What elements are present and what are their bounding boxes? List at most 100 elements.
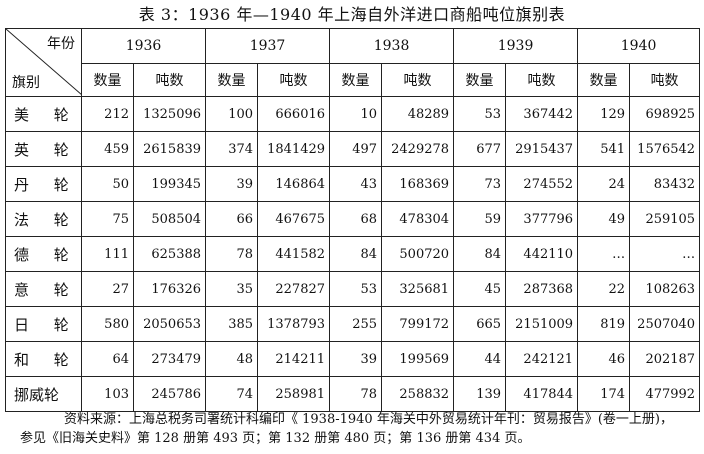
flag-cell: 英 轮 bbox=[5, 131, 82, 167]
tonnage-cell: 442110 bbox=[505, 236, 579, 272]
count-cell: 84 bbox=[329, 236, 383, 272]
tonnage-header: 吨数 bbox=[381, 63, 455, 97]
tonnage-cell: 500720 bbox=[381, 236, 455, 272]
tonnage-cell: 325681 bbox=[381, 271, 455, 307]
count-cell: 43 bbox=[329, 166, 383, 202]
count-header: 数量 bbox=[453, 63, 507, 97]
count-cell: 39 bbox=[329, 341, 383, 377]
tonnage-cell: 1841429 bbox=[257, 131, 331, 167]
count-cell: 459 bbox=[81, 131, 134, 167]
sub-header-row: 数量 吨数 数量 吨数 数量 吨数 数量 吨数 数量 吨数 bbox=[6, 63, 701, 97]
tonnage-cell: 48289 bbox=[381, 96, 455, 132]
count-cell: 78 bbox=[329, 376, 383, 412]
count-cell: 212 bbox=[81, 96, 134, 132]
tonnage-cell: 274552 bbox=[505, 166, 579, 202]
count-cell: 174 bbox=[577, 376, 631, 412]
count-cell: 64 bbox=[81, 341, 134, 377]
count-header: 数量 bbox=[205, 63, 259, 97]
tonnage-cell: 441582 bbox=[257, 236, 331, 272]
count-cell: 100 bbox=[205, 96, 259, 132]
count-cell: 46 bbox=[577, 341, 631, 377]
flag-cell: 法 轮 bbox=[5, 201, 82, 237]
tonnage-header: 吨数 bbox=[505, 63, 579, 97]
tonnage-cell: 202187 bbox=[629, 341, 701, 377]
tonnage-cell: 214211 bbox=[257, 341, 331, 377]
tonnage-header: 吨数 bbox=[132, 63, 207, 97]
corner-year-label: 年份 bbox=[47, 36, 75, 52]
count-cell: … bbox=[577, 236, 631, 272]
table-row: 美 轮 212 1325096 100 666016 10 48289 53 367442 129… bbox=[5, 96, 701, 132]
tonnage-cell: 367442 bbox=[505, 96, 579, 132]
table-row: 法 轮 75 508504 66 467675 68 478304 59 377796 49 259… bbox=[5, 201, 701, 237]
flag-cell: 美 轮 bbox=[5, 96, 82, 132]
table-row: 英 轮 459 2615839 374 1841429 497 2429278 677 2915… bbox=[5, 131, 701, 167]
flag-cell: 和 轮 bbox=[5, 341, 82, 377]
count-cell: 580 bbox=[81, 306, 134, 342]
count-cell: 111 bbox=[81, 236, 134, 272]
tonnage-cell: 477992 bbox=[629, 376, 701, 412]
count-cell: 50 bbox=[81, 166, 134, 202]
count-cell: 541 bbox=[577, 131, 631, 167]
count-cell: 139 bbox=[453, 376, 507, 412]
count-cell: 27 bbox=[81, 271, 134, 307]
tonnage-cell: 199345 bbox=[132, 166, 207, 202]
tonnage-cell: 2429278 bbox=[381, 131, 455, 167]
count-cell: 819 bbox=[577, 306, 631, 342]
source-line-2: 参见《旧海关史料》第 128 册第 493 页；第 132 册第 480 页；第… bbox=[20, 431, 531, 446]
year-header: 1937 bbox=[205, 28, 331, 64]
table-row: 日 轮 580 2050653 385 1378793 255 799172 665 21510… bbox=[5, 306, 701, 342]
tonnage-cell: 508504 bbox=[132, 201, 207, 237]
tonnage-cell: 258832 bbox=[381, 376, 455, 412]
count-cell: 75 bbox=[81, 201, 134, 237]
count-cell: 84 bbox=[453, 236, 507, 272]
count-cell: 74 bbox=[205, 376, 259, 412]
corner-flag-label: 旗别 bbox=[12, 75, 40, 91]
year-header: 1940 bbox=[577, 28, 701, 64]
tonnage-cell: 176326 bbox=[132, 271, 207, 307]
tonnage-cell: 1576542 bbox=[629, 131, 701, 167]
count-cell: 22 bbox=[577, 271, 631, 307]
count-cell: 103 bbox=[81, 376, 134, 412]
tonnage-cell: 377796 bbox=[505, 201, 579, 237]
tonnage-cell: 625388 bbox=[132, 236, 207, 272]
count-header: 数量 bbox=[81, 63, 134, 97]
flag-cell: 日 轮 bbox=[5, 306, 82, 342]
table-body: 美 轮 212 1325096 100 666016 10 48289 53 367442 129… bbox=[5, 96, 701, 412]
tonnage-cell: … bbox=[629, 236, 701, 272]
table-row: 意 轮 27 176326 35 227827 53 325681 45 287368 22 108… bbox=[5, 271, 701, 307]
flag-cell: 意 轮 bbox=[5, 271, 82, 307]
flag-cell: 挪威轮 bbox=[5, 376, 82, 412]
flag-cell: 丹 轮 bbox=[5, 166, 82, 202]
source-note: 资料来源：上海总税务司署统计科编印《 1938-1940 年海关中外贸易统计年刊… bbox=[20, 410, 700, 448]
year-header: 1939 bbox=[453, 28, 579, 64]
tonnage-cell: 2615839 bbox=[132, 131, 207, 167]
tonnage-cell: 258981 bbox=[257, 376, 331, 412]
count-cell: 66 bbox=[205, 201, 259, 237]
count-cell: 665 bbox=[453, 306, 507, 342]
table-row: 和 轮 64 273479 48 214211 39 199569 44 242121 46 202… bbox=[5, 341, 701, 377]
tonnage-header: 吨数 bbox=[257, 63, 331, 97]
count-cell: 44 bbox=[453, 341, 507, 377]
count-cell: 49 bbox=[577, 201, 631, 237]
tonnage-cell: 108263 bbox=[629, 271, 701, 307]
tonnage-cell: 1378793 bbox=[257, 306, 331, 342]
count-cell: 73 bbox=[453, 166, 507, 202]
tonnage-cell: 287368 bbox=[505, 271, 579, 307]
tonnage-cell: 2050653 bbox=[132, 306, 207, 342]
year-header: 1938 bbox=[329, 28, 455, 64]
count-cell: 385 bbox=[205, 306, 259, 342]
source-line-1: 资料来源：上海总税务司署统计科编印《 1938-1940 年海关中外贸易统计年刊… bbox=[64, 412, 673, 427]
tonnage-cell: 259105 bbox=[629, 201, 701, 237]
count-cell: 53 bbox=[329, 271, 383, 307]
tonnage-cell: 2915437 bbox=[505, 131, 579, 167]
tonnage-cell: 242121 bbox=[505, 341, 579, 377]
count-cell: 497 bbox=[329, 131, 383, 167]
tonnage-header: 吨数 bbox=[629, 63, 701, 97]
tonnage-cell: 273479 bbox=[132, 341, 207, 377]
tonnage-cell: 666016 bbox=[257, 96, 331, 132]
diagonal-line bbox=[6, 29, 82, 95]
count-cell: 78 bbox=[205, 236, 259, 272]
count-cell: 129 bbox=[577, 96, 631, 132]
tonnage-cell: 478304 bbox=[381, 201, 455, 237]
flag-cell: 德 轮 bbox=[5, 236, 82, 272]
